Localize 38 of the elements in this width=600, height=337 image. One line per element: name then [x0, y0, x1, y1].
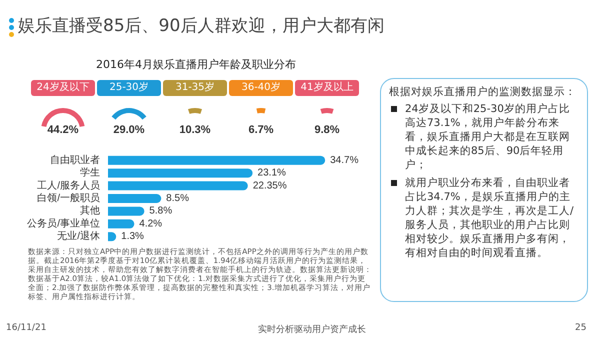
bar	[108, 194, 162, 203]
data-label: 10.3%	[179, 124, 211, 136]
data-label: 4.2%	[139, 218, 162, 230]
bar	[108, 181, 248, 190]
bar	[108, 168, 253, 178]
text: 16/11/21	[6, 323, 46, 333]
category-label: 36-40岁	[229, 80, 293, 96]
category-label: 31-35岁	[163, 80, 227, 96]
data-label: 6.7%	[248, 124, 274, 136]
y-tick-label: 工人/服务人员	[37, 179, 100, 192]
data-label: 23.1%	[258, 168, 286, 179]
data-label: 8.5%	[166, 193, 190, 204]
data-label: 29.0%	[113, 124, 145, 136]
text: 实时分析驱动用户资产成长	[258, 324, 366, 336]
text: 根据对娱乐直播用户的监测数据显示：	[389, 85, 577, 99]
text: 2016年4月娱乐直播用户年龄及职业分布	[96, 57, 296, 72]
y-tick-label: 学生	[80, 166, 100, 179]
bar	[108, 156, 326, 165]
y-tick-label: 无业/退休	[57, 230, 100, 242]
category-label: 41岁及以上	[295, 80, 359, 96]
data-label: 1.3%	[121, 231, 144, 242]
bar	[108, 206, 144, 216]
data-label: 44.2%	[47, 124, 79, 136]
y-tick-label: 公务员/事业单位	[27, 217, 100, 230]
bar	[108, 219, 134, 228]
category-label: 24岁及以下	[31, 80, 95, 96]
data-label: 9.8%	[314, 124, 340, 136]
y-tick-label: 自由职业者	[50, 154, 100, 166]
data-label: 5.8%	[149, 206, 172, 217]
y-tick-label: 白领/一般职员	[37, 192, 100, 204]
data-label: 34.7%	[330, 154, 359, 166]
data-label: 22.35%	[252, 180, 287, 192]
text: 娱乐直播受85后、90后人群欢迎，用户大都有闲	[18, 15, 384, 37]
text: 就用户职业分布来看，自由职业者占比34.7%，是娱乐直播用户的主力人群；其次是学生，再次是工人/服务人员，其他职业的用户占比则相对较少。娱乐直播用户多有闲，有相对自由的时间观看直播。	[405, 177, 574, 259]
category-label: 25-30岁	[97, 80, 161, 96]
text: 25	[575, 323, 586, 333]
text: 24岁及以下和25-30岁的用户占比高达73.1%，就用户年龄分布来看，娱乐直播用户大都是在互联网中成长起来的85后、90后年轻用户；	[405, 103, 570, 171]
y-tick-label: 其他	[80, 204, 100, 217]
